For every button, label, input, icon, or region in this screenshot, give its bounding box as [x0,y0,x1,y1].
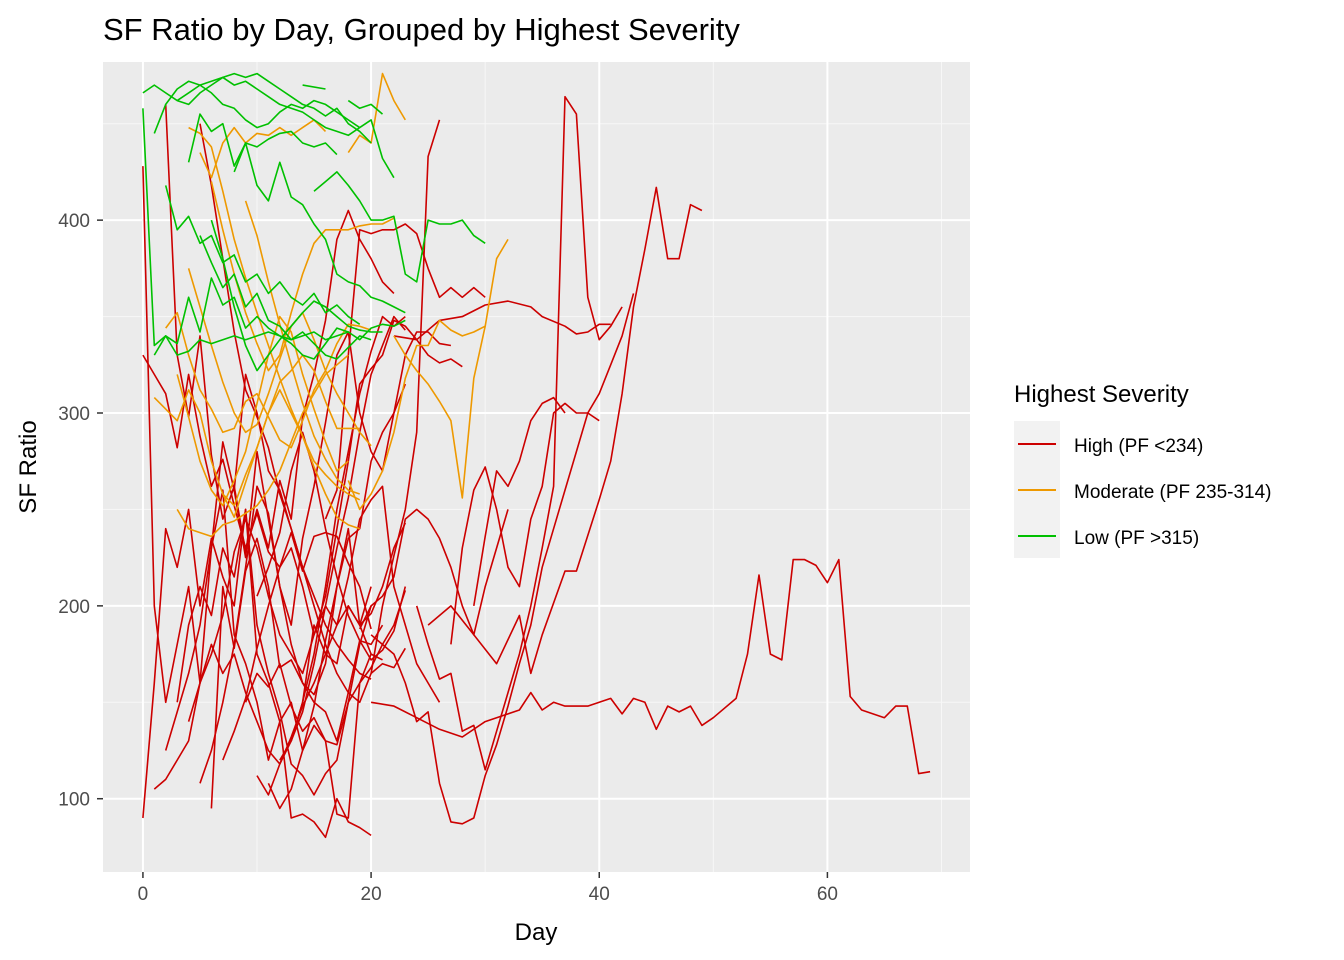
series-lines [142,72,931,839]
x-tick-label: 20 [361,884,382,905]
series-line-25 [290,315,406,742]
series-line-27 [164,104,395,553]
series-line-21 [256,431,384,646]
y-axis-ticks: 100 200 300 400 [58,211,103,811]
series-line-14 [164,331,452,751]
series-line-46 [164,185,361,325]
series-line-28 [199,123,372,680]
series-line-40 [222,389,360,530]
series-line-51 [302,84,326,90]
series-line-1 [370,293,635,825]
legend: Highest Severity High (PF <234) Moderate… [1014,381,1272,558]
series-line-22 [256,522,407,796]
series-line-23 [267,527,383,810]
series-line-17 [199,485,407,784]
x-tick-label: 40 [589,884,610,905]
series-line-48 [153,277,406,360]
series-line-8 [370,119,441,674]
series-line-41 [244,200,360,495]
series-line-50 [210,219,383,372]
x-tick-label: 0 [138,884,149,905]
series-line-19 [233,373,406,704]
series-line-33 [393,238,509,499]
series-line-32 [347,319,486,511]
x-axis-title: Day [515,919,558,946]
series-line-2 [415,95,623,771]
series-line-12 [153,586,372,790]
series-line-10 [142,508,372,819]
series-line-53 [233,130,338,173]
series-line-0 [370,558,931,775]
series-line-38 [176,315,349,507]
series-line-26 [142,354,372,630]
series-line-7 [324,223,486,520]
series-line-47 [313,171,486,283]
series-line-52 [347,99,384,115]
series-line-45 [176,72,372,144]
y-tick-label: 400 [58,211,90,232]
series-line-35 [210,181,395,372]
series-line-15 [187,319,463,722]
series-line-11 [142,166,372,839]
x-axis-ticks: 0 20 40 60 [138,872,838,905]
series-line-9 [358,508,509,636]
y-tick-label: 100 [58,790,90,811]
y-tick-label: 300 [58,404,90,425]
series-line-4 [450,402,600,645]
y-tick-label: 200 [58,597,90,618]
series-line-6 [473,396,566,607]
legend-label-high: High (PF <234) [1074,436,1203,457]
series-line-37 [199,119,327,179]
series-line-39 [187,268,372,447]
series-line-42 [142,108,349,356]
series-line-24 [279,315,406,761]
legend-label-moderate: Moderate (PF 235-314) [1074,482,1272,503]
major-gridlines [103,62,970,872]
plot-panel [103,62,970,872]
legend-title: Highest Severity [1014,381,1189,408]
series-line-20 [244,590,407,746]
x-tick-label: 60 [817,884,838,905]
series-line-3 [427,186,703,675]
series-line-36 [165,311,372,449]
series-line-49 [187,113,406,314]
chart-title: SF Ratio by Day, Grouped by Highest Seve… [103,12,740,47]
series-line-43 [142,76,395,179]
series-line-13 [176,508,372,796]
y-axis-title: SF Ratio [15,420,42,513]
legend-label-low: Low (PF >315) [1074,528,1199,549]
series-line-44 [153,80,361,134]
series-line-54 [199,235,372,360]
